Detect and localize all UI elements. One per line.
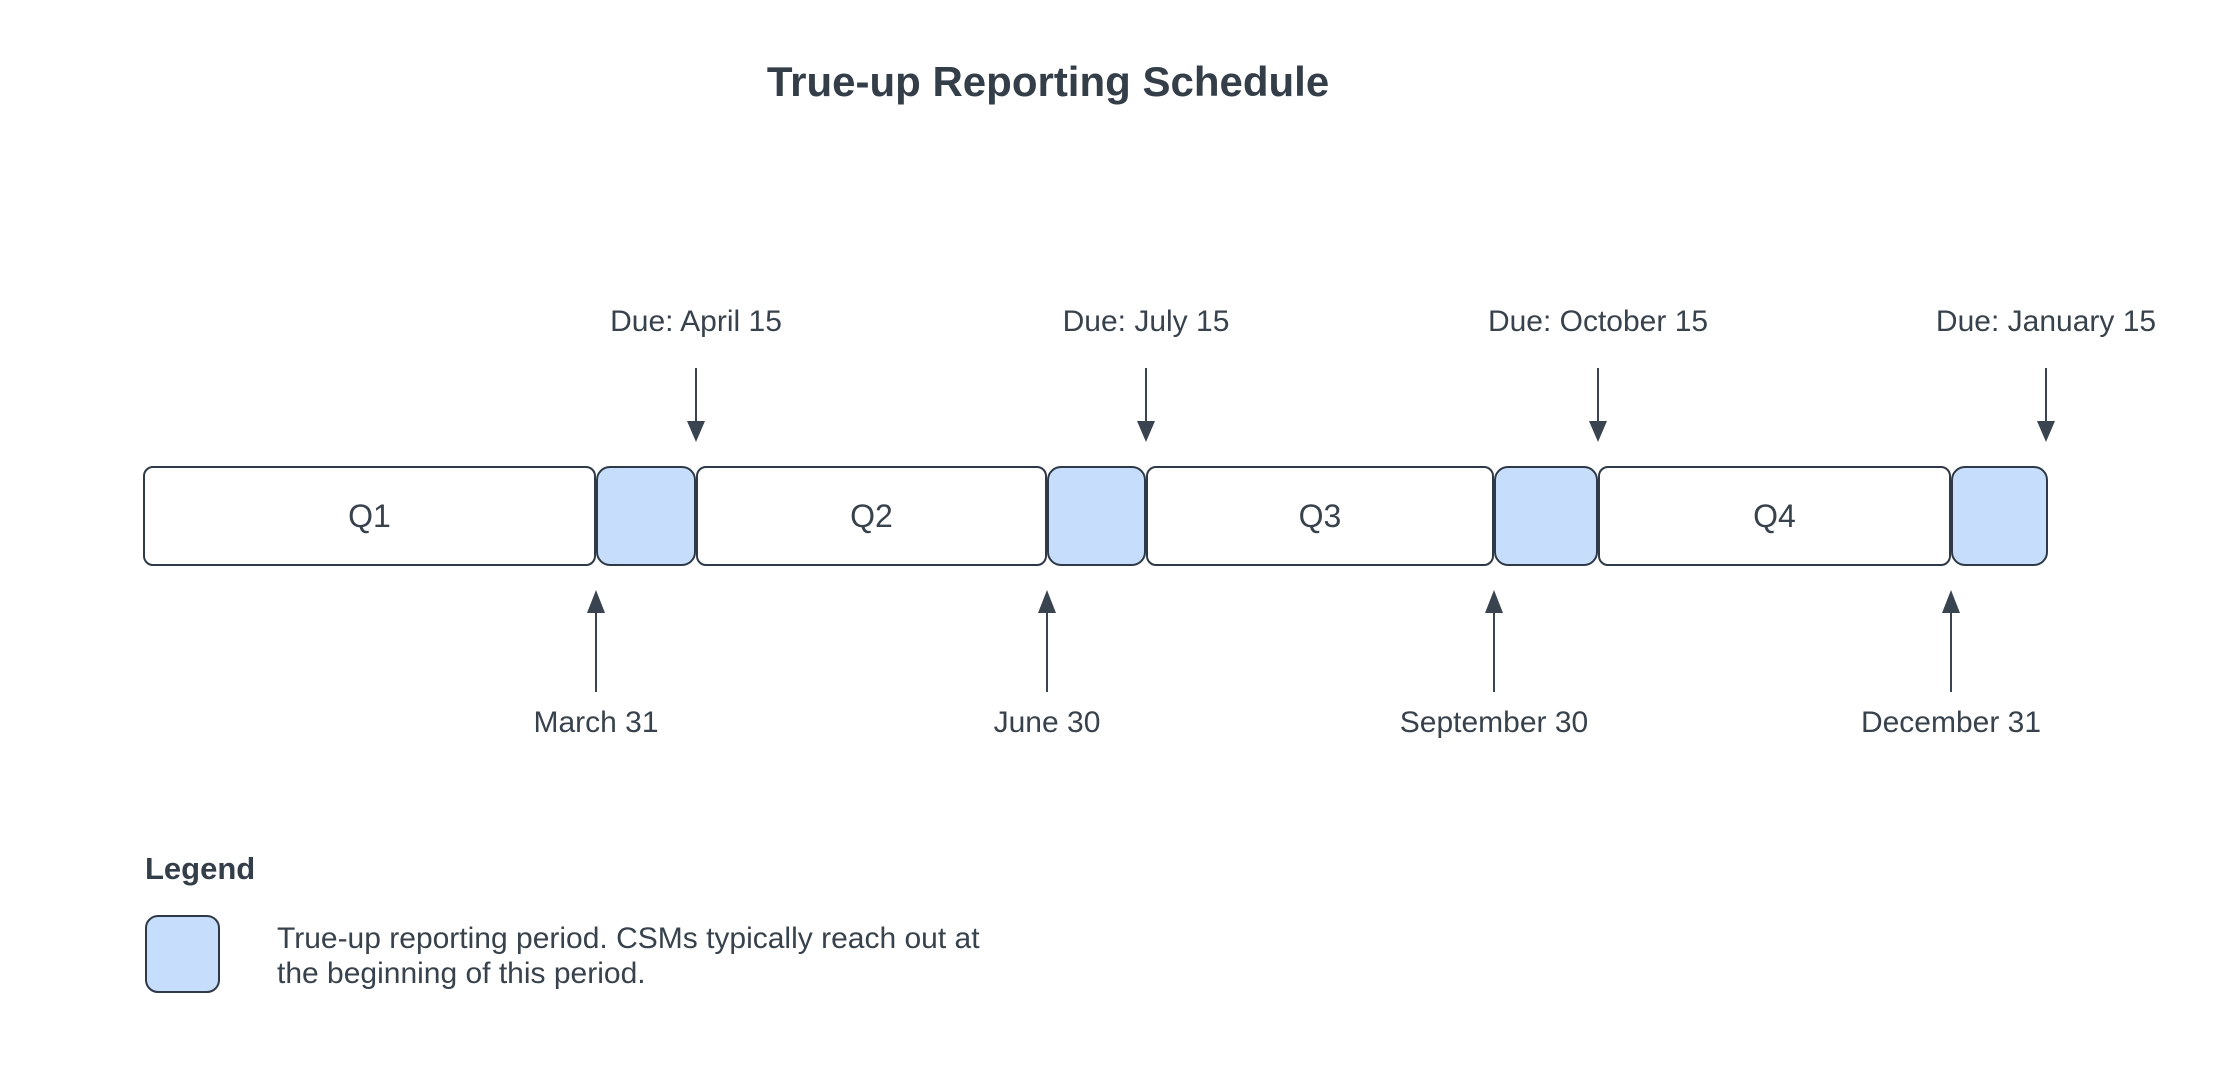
arrow-up-icon — [1942, 590, 1960, 613]
quarter-label-q3: Q3 — [1298, 497, 1342, 534]
end-label-q3: September 30 — [1399, 706, 1589, 739]
arrow-down-icon — [1137, 421, 1155, 442]
quarter-box-q2: Q2 — [696, 466, 1047, 566]
due-label-q4: Due: January 15 — [1935, 305, 2157, 338]
legend-item-text: True-up reporting period. CSMs typically… — [277, 921, 980, 991]
trueup-period-box-3 — [1494, 466, 1598, 566]
end-label-q2: June 30 — [993, 706, 1101, 739]
trueup-period-box-4 — [1951, 466, 2048, 566]
arrow-down-icon — [2037, 421, 2055, 442]
arrow-up-icon — [1038, 590, 1056, 613]
due-label-q3: Due: October 15 — [1487, 305, 1709, 338]
trueup-period-box-2 — [1047, 466, 1146, 566]
arrow-shaft — [1493, 612, 1495, 692]
legend-item-text-line-2: the beginning of this period. — [277, 957, 646, 990]
trueup-period-box-1 — [596, 466, 696, 566]
arrow-shaft — [1145, 368, 1147, 422]
arrow-up-icon — [1485, 590, 1503, 613]
arrow-shaft — [1046, 612, 1048, 692]
arrow-down-icon — [687, 421, 705, 442]
legend-title: Legend — [145, 851, 256, 886]
arrow-shaft — [1597, 368, 1599, 422]
arrow-up-icon — [587, 590, 605, 613]
end-label-q1: March 31 — [533, 706, 659, 739]
arrow-shaft — [1950, 612, 1952, 692]
arrow-shaft — [2045, 368, 2047, 422]
legend-swatch-trueup-period — [145, 915, 220, 993]
due-label-q1: Due: April 15 — [610, 305, 782, 338]
arrow-down-icon — [1589, 421, 1607, 442]
arrow-shaft — [595, 612, 597, 692]
page-title: True-up Reporting Schedule — [766, 58, 1330, 105]
quarter-label-q4: Q4 — [1753, 497, 1796, 534]
end-label-q4: December 31 — [1860, 706, 2042, 739]
quarter-label-q1: Q1 — [348, 497, 391, 534]
arrow-shaft — [695, 368, 697, 422]
quarter-box-q4: Q4 — [1598, 466, 1951, 566]
quarter-box-q1: Q1 — [143, 466, 596, 566]
quarter-box-q3: Q3 — [1146, 466, 1494, 566]
quarter-label-q2: Q2 — [850, 497, 893, 534]
due-label-q2: Due: July 15 — [1062, 305, 1230, 338]
legend-item-text-line-1: True-up reporting period. CSMs typically… — [277, 922, 980, 955]
